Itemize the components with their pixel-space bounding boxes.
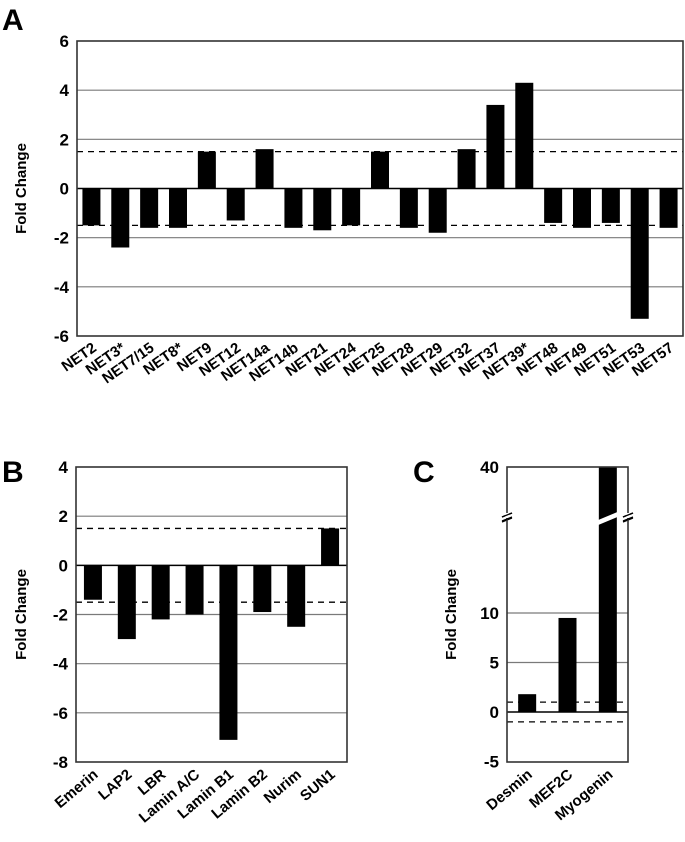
y-tick-label: -2: [53, 606, 68, 625]
bar: [140, 188, 159, 228]
y-tick-label: 5: [490, 654, 499, 673]
bar: [518, 694, 537, 712]
y-tick-label: 6: [60, 32, 69, 51]
bar: [255, 149, 274, 189]
bar: [486, 104, 505, 189]
plot-frame: [75, 466, 348, 763]
x-tick-label: Nurim: [261, 766, 305, 807]
y-tick-label: -5: [484, 753, 499, 772]
bar: [117, 565, 136, 640]
axis-break-mark: [501, 512, 513, 518]
bar: [253, 565, 272, 613]
y-axis-label: Fold Change: [443, 569, 460, 660]
y-tick-label: 2: [59, 507, 68, 526]
y-tick-label: 2: [60, 130, 69, 149]
panel-a: A6420-2-4-6NET2NET3*NET7/15NET8*NET9NET1…: [2, 4, 684, 387]
y-axis-label: Fold Change: [13, 143, 30, 234]
y-tick-label: 0: [490, 703, 499, 722]
plot-frame: [76, 40, 684, 337]
bar: [219, 565, 238, 740]
bar: [342, 188, 361, 226]
bar: [515, 82, 534, 189]
bar: [169, 188, 187, 228]
plot-frame: [506, 466, 629, 763]
bar: [287, 565, 306, 627]
bar: [111, 188, 130, 248]
bar: [313, 188, 332, 231]
bar: [598, 467, 617, 712]
y-axis-label: Fold Change: [13, 569, 30, 660]
axis-break-mark: [622, 516, 634, 522]
y-tick-label: 0: [59, 556, 68, 575]
bar: [197, 151, 216, 189]
bar: [185, 565, 204, 615]
y-tick-label: 10: [480, 604, 499, 623]
x-tick-label: Desmin: [483, 766, 535, 814]
bar: [399, 188, 418, 228]
bar: [659, 188, 678, 228]
bar: [457, 149, 476, 189]
panel-letter: A: [2, 4, 24, 37]
y-tick-label: -6: [54, 327, 69, 346]
bar: [371, 151, 389, 189]
y-tick-label: -6: [53, 704, 68, 723]
x-tick-label: SUN1: [297, 766, 339, 805]
y-tick-label: 0: [60, 180, 69, 199]
bar: [284, 188, 303, 228]
y-tick-label: -2: [54, 229, 69, 248]
y-tick-label: -4: [54, 278, 70, 297]
y-tick-label: 4: [59, 458, 69, 477]
x-tick-label: Emerin: [52, 766, 102, 812]
bar: [573, 188, 591, 228]
bar-break-gap: [595, 511, 620, 526]
y-tick-label: 40: [480, 458, 499, 477]
panel-letter: B: [2, 456, 24, 489]
bar: [83, 565, 102, 600]
panel-letter: C: [413, 456, 435, 489]
bar: [630, 188, 649, 319]
bar: [544, 188, 563, 223]
bar: [558, 617, 577, 712]
bar: [151, 565, 170, 620]
bar: [601, 188, 620, 223]
y-tick-label: -8: [53, 753, 68, 772]
bar: [226, 188, 245, 221]
axis-break-mark: [622, 512, 634, 518]
bar: [428, 188, 447, 233]
bar: [321, 528, 340, 566]
bar: [82, 188, 101, 226]
axis-break-mark: [501, 516, 513, 522]
y-tick-label: -4: [53, 655, 69, 674]
y-tick-label: 4: [60, 81, 70, 100]
x-tick-label: LAP2: [95, 766, 135, 804]
